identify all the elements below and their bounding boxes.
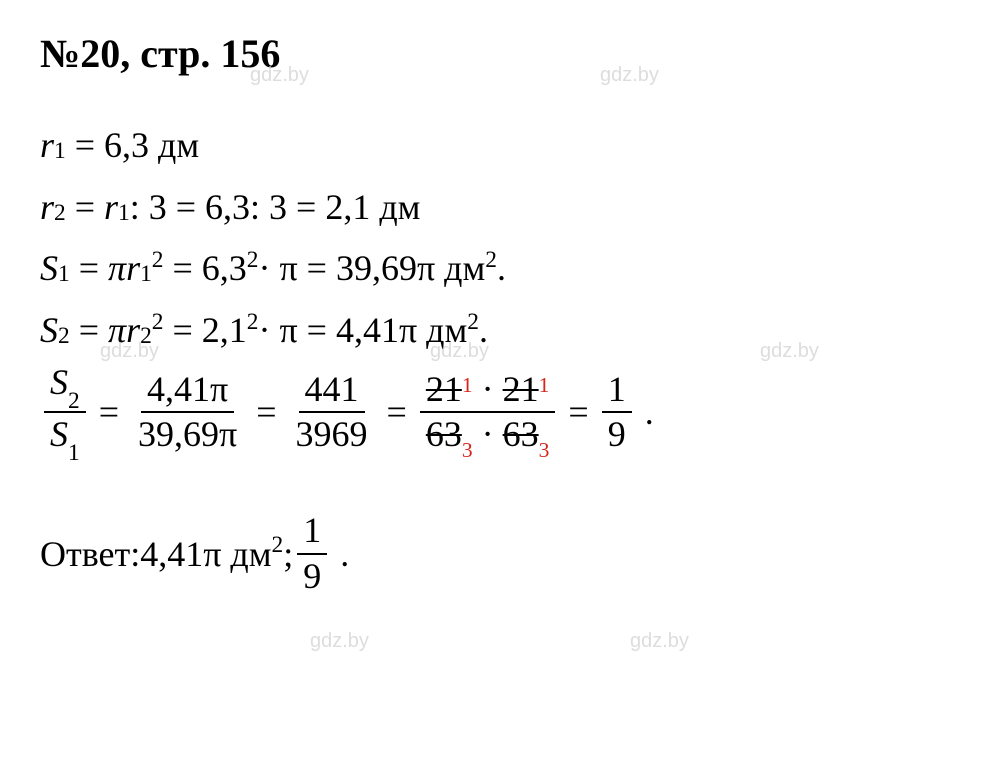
problem-header: №20, стр. 156 xyxy=(40,30,967,77)
answer-frac: 1 9 xyxy=(297,511,327,596)
frac-result: 1 9 xyxy=(602,370,632,455)
page-reference: стр. 156 xyxy=(140,31,280,76)
frac-int: 441 3969 xyxy=(290,370,374,455)
math-content: r1 = 6,3 дм r2 = r1 : 3 = 6,3: 3 = 2,1 д… xyxy=(40,117,967,461)
line-r2: r2 = r1 : 3 = 6,3: 3 = 2,1 дм xyxy=(40,179,967,237)
frac-s2-s1: S2 S1 xyxy=(44,363,86,461)
line-r1: r1 = 6,3 дм xyxy=(40,117,967,175)
answer-line: Ответ: 4,41π дм2 ; 1 9 . xyxy=(40,511,967,596)
frac-factored: 211 · 211 633 · 633 xyxy=(420,370,556,455)
line-s2: S2 = πr22 = 2,12 · π = 4,41π дм2. xyxy=(40,302,967,360)
problem-number: №20 xyxy=(40,31,120,76)
answer-label: Ответ: xyxy=(40,533,140,575)
frac-decimal: 4,41π 39,69π xyxy=(132,370,243,455)
line-s1: S1 = πr12 = 6,32 · π = 39,69π дм2. xyxy=(40,240,967,298)
watermark: gdz.by xyxy=(630,630,689,653)
line-ratio: S2 S1 = 4,41π 39,69π = 441 3969 = 211 · … xyxy=(40,363,967,461)
watermark: gdz.by xyxy=(310,630,369,653)
